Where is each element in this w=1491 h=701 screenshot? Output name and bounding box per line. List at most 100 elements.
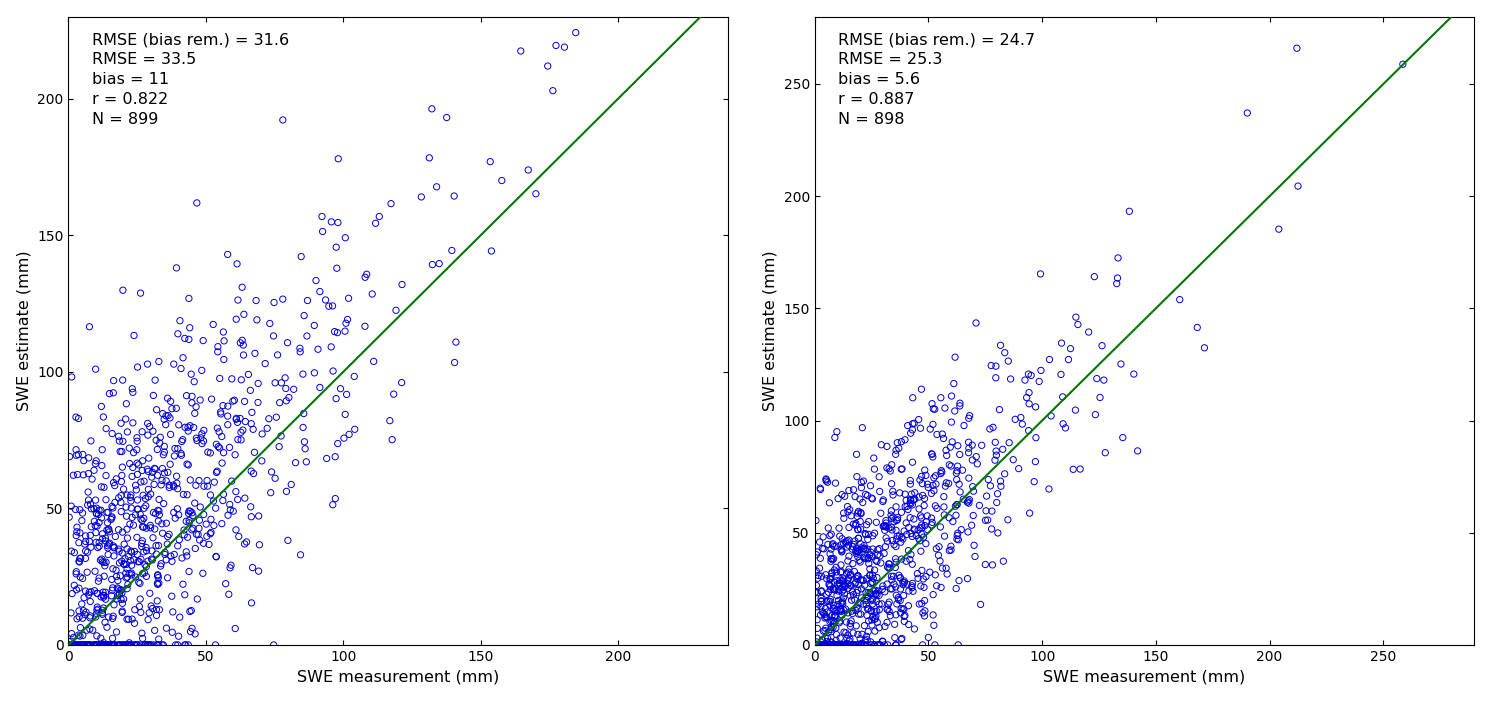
Point <box>125 436 149 447</box>
Point <box>72 639 95 651</box>
Point <box>274 486 298 497</box>
Point <box>107 545 131 557</box>
Point <box>253 358 277 369</box>
Point <box>1065 311 1088 322</box>
Point <box>978 423 1002 435</box>
Point <box>845 601 869 613</box>
Point <box>814 474 838 485</box>
Point <box>872 547 896 559</box>
Point <box>847 604 871 615</box>
Point <box>859 480 883 491</box>
Point <box>158 412 182 423</box>
Point <box>143 625 167 636</box>
Point <box>294 443 318 454</box>
Point <box>810 606 833 618</box>
Point <box>1038 354 1062 365</box>
Point <box>110 446 134 457</box>
Point <box>218 504 242 515</box>
Point <box>177 322 201 334</box>
Point <box>91 605 115 616</box>
Point <box>856 604 880 615</box>
Point <box>262 639 286 651</box>
Point <box>125 503 149 515</box>
Point <box>128 607 152 618</box>
Point <box>820 610 844 621</box>
Point <box>957 437 981 448</box>
Point <box>195 481 219 492</box>
Point <box>309 382 332 393</box>
Point <box>122 330 146 341</box>
Point <box>195 531 219 542</box>
Point <box>160 591 183 602</box>
Point <box>151 463 174 474</box>
Point <box>814 639 838 651</box>
Point <box>163 549 186 560</box>
Point <box>124 509 148 520</box>
Point <box>161 479 185 491</box>
Point <box>880 535 904 546</box>
Point <box>152 468 176 479</box>
Point <box>145 595 168 606</box>
Point <box>832 578 856 589</box>
Point <box>817 639 841 651</box>
Point <box>810 593 833 604</box>
Point <box>836 564 860 575</box>
Point <box>811 531 835 543</box>
Point <box>830 598 854 609</box>
Point <box>81 625 104 636</box>
Point <box>166 328 189 339</box>
Point <box>134 545 158 557</box>
Point <box>822 599 845 611</box>
Point <box>810 639 833 651</box>
Point <box>319 217 343 228</box>
Point <box>828 578 851 589</box>
Point <box>817 578 841 590</box>
Point <box>860 530 884 541</box>
Point <box>863 585 887 596</box>
Point <box>854 599 878 610</box>
Point <box>115 639 139 651</box>
Point <box>143 374 167 386</box>
Point <box>303 320 327 331</box>
Point <box>823 610 847 621</box>
Point <box>883 539 907 550</box>
Point <box>167 419 191 430</box>
Point <box>820 639 844 651</box>
Point <box>857 570 881 581</box>
Point <box>142 479 166 490</box>
Point <box>822 603 845 614</box>
Point <box>243 348 267 359</box>
Point <box>225 416 249 428</box>
Point <box>72 639 95 651</box>
Point <box>859 595 883 606</box>
Point <box>825 629 848 640</box>
Point <box>866 544 890 555</box>
Point <box>95 524 119 536</box>
Point <box>924 479 948 490</box>
Point <box>91 639 115 651</box>
Point <box>836 522 860 533</box>
Point <box>192 509 216 520</box>
Point <box>810 595 833 606</box>
Point <box>60 607 83 618</box>
Point <box>835 535 859 546</box>
Point <box>98 514 122 525</box>
Point <box>262 297 286 308</box>
Point <box>94 533 118 544</box>
Point <box>83 494 107 505</box>
Point <box>246 510 270 522</box>
Point <box>212 327 236 338</box>
Point <box>869 508 893 519</box>
Point <box>180 622 204 634</box>
Point <box>957 472 981 484</box>
Point <box>177 566 201 577</box>
Point <box>920 449 944 460</box>
Point <box>921 609 945 620</box>
Point <box>847 547 871 558</box>
Point <box>212 489 236 500</box>
Point <box>110 639 134 651</box>
Point <box>836 578 860 590</box>
Point <box>851 552 875 564</box>
Point <box>70 613 94 624</box>
Point <box>868 471 892 482</box>
